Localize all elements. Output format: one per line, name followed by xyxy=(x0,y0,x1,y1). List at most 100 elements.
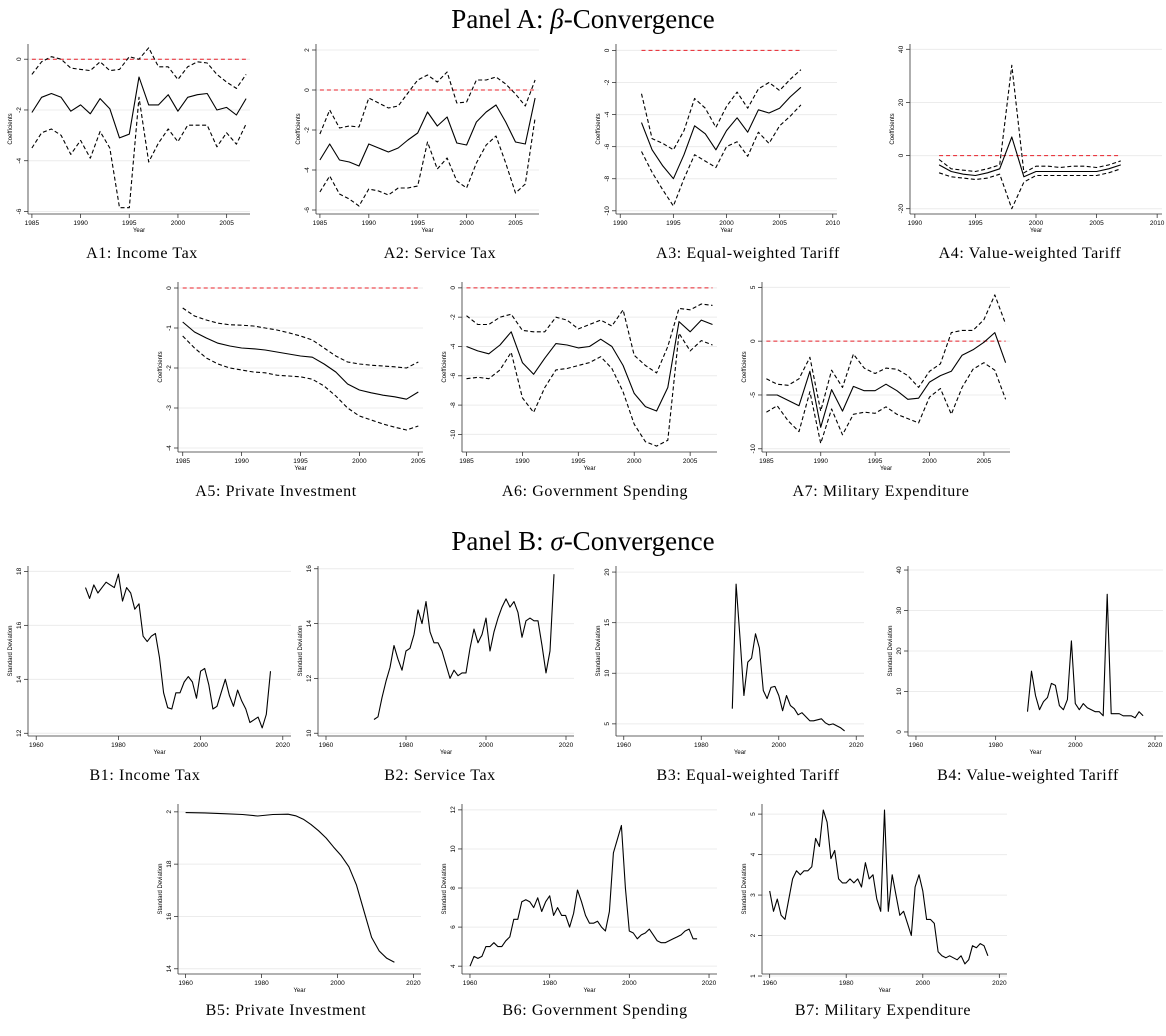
x-tick-label: 1980 xyxy=(254,980,269,987)
x-tick-label: 2000 xyxy=(352,458,367,465)
y-tick-label: -10 xyxy=(604,206,611,216)
estimate-line xyxy=(31,76,247,139)
y-axis-title: Coefficients xyxy=(158,351,164,382)
estimate-line xyxy=(373,574,555,720)
chart-caption: B4: Value-weighted Tariff xyxy=(937,767,1119,784)
confidence-bound-line xyxy=(182,307,419,369)
estimate-line xyxy=(766,332,1007,428)
y-tick-label: 14 xyxy=(166,965,173,973)
y-tick-label: -3 xyxy=(166,405,173,411)
x-tick-label: 1960 xyxy=(909,742,924,749)
y-tick-label: 10 xyxy=(450,845,457,853)
x-tick-label: 2005 xyxy=(1089,220,1104,227)
chart-svg: 4 6 8 10 12 1960 1980 2000 2020 Year Standard Devi… xyxy=(442,804,717,994)
x-tick-label: 2010 xyxy=(1150,220,1165,227)
x-tick-label: 1995 xyxy=(968,220,983,227)
y-tick-label: -2 xyxy=(304,127,311,133)
x-tick-label: 1990 xyxy=(362,220,377,227)
y-tick-label: -4 xyxy=(450,343,457,349)
y-tick-label: -6 xyxy=(304,207,311,213)
chart-caption: A2: Service Tax xyxy=(383,245,497,262)
x-axis-title: Year xyxy=(583,988,595,994)
y-tick-label: -8 xyxy=(450,402,457,408)
chart-b1: 12 14 16 18 1960 1980 2000 2020 Year Standard Dev… xyxy=(6,560,299,760)
x-tick-label: 1980 xyxy=(399,742,414,749)
y-axis-title: Coefficients xyxy=(296,113,302,144)
confidence-bound-line xyxy=(938,64,1121,174)
y-tick-label: 14 xyxy=(16,675,23,683)
y-tick-label: 0 xyxy=(750,339,757,343)
x-tick-label: 1980 xyxy=(988,742,1003,749)
x-axis-title: Year xyxy=(293,988,305,994)
x-axis-title: Year xyxy=(583,466,595,472)
y-tick-label: 4 xyxy=(750,852,757,856)
x-tick-label: 1990 xyxy=(908,220,923,227)
y-tick-label: 12 xyxy=(306,674,313,682)
y-axis-title: Standard Deviation xyxy=(8,625,14,676)
y-tick-label: 20 xyxy=(604,568,611,576)
estimate-line xyxy=(1026,593,1144,719)
x-tick-label: 2000 xyxy=(330,980,345,987)
y-tick-label: 5 xyxy=(750,812,757,816)
chart-svg: -20 0 20 40 1990 1995 2000 2005 2010 Year Coeffici… xyxy=(890,44,1165,234)
x-axis-title: Year xyxy=(880,466,892,472)
x-tick-label: 2000 xyxy=(1068,742,1083,749)
chart-caption: A3: Equal-weighted Tariff xyxy=(656,245,840,262)
y-tick-label: -6 xyxy=(604,143,611,149)
y-tick-label: -4 xyxy=(16,157,23,163)
x-tick-label: 2005 xyxy=(508,220,523,227)
y-tick-label: 15 xyxy=(604,619,611,627)
confidence-bound-line xyxy=(466,332,713,447)
y-axis-title: Coefficients xyxy=(8,113,14,144)
chart-svg: 5 10 15 20 1960 1980 2000 2020 Year Standard Devi… xyxy=(596,566,864,756)
chart-svg: 0 10 20 30 40 1960 1980 2000 2020 Year Standard De… xyxy=(888,566,1163,756)
y-tick-label: 0 xyxy=(896,730,903,734)
y-tick-label: 12 xyxy=(16,729,23,737)
x-tick-label: 1995 xyxy=(571,458,586,465)
chart-caption: A1: Income Tax xyxy=(86,245,198,262)
x-tick-label: 1960 xyxy=(319,742,334,749)
y-axis-title: Standard Deviation xyxy=(158,863,164,914)
y-tick-label: 0 xyxy=(898,153,905,157)
y-tick-label: 4 xyxy=(450,964,457,968)
y-axis-title: Standard Deviation xyxy=(742,863,748,914)
estimate-line xyxy=(466,319,713,412)
x-tick-label: 1960 xyxy=(463,980,478,987)
panel-b-symbol: σ xyxy=(550,526,564,556)
x-tick-label: 1985 xyxy=(759,458,774,465)
chart-caption: B3: Equal-weighted Tariff xyxy=(656,767,840,784)
chart-b5: 14 16 18 2 1960 1980 2000 2020 Year Standard Devi… xyxy=(156,798,429,998)
chart-svg: -10 -8 -6 -4 -2 0 1990 1995 2000 2005 2010 Year Coef… xyxy=(596,44,840,234)
chart-a7: -10 -5 0 5 1985 1990 1995 2000 2005 Year Coefficie… xyxy=(740,276,1018,476)
y-tick-label: 0 xyxy=(166,286,173,290)
y-tick-label: -2 xyxy=(16,107,23,113)
y-tick-label: 1 xyxy=(750,974,757,978)
x-tick-label: 2020 xyxy=(559,742,574,749)
x-axis-title: Year xyxy=(153,750,165,756)
x-tick-label: 1995 xyxy=(410,220,425,227)
x-tick-label: 1985 xyxy=(459,458,474,465)
x-tick-label: 1980 xyxy=(542,980,557,987)
y-tick-label: -20 xyxy=(898,204,905,214)
x-tick-label: 1960 xyxy=(178,980,193,987)
y-axis-title: Coefficients xyxy=(442,351,448,382)
y-tick-label: 0 xyxy=(604,48,611,52)
y-tick-label: 14 xyxy=(306,620,313,628)
y-axis-title: Coefficients xyxy=(742,351,748,382)
chart-caption: A5: Private Investment xyxy=(195,483,357,500)
x-tick-label: 2000 xyxy=(719,220,734,227)
chart-svg: -6 -4 -2 0 2 1985 1990 1995 2000 2005 Year Coeffici… xyxy=(296,44,539,234)
x-tick-label: 1960 xyxy=(617,742,632,749)
y-tick-label: -6 xyxy=(450,373,457,379)
y-tick-label: 10 xyxy=(604,669,611,677)
x-tick-label: 2005 xyxy=(683,458,698,465)
x-tick-label: 1980 xyxy=(694,742,709,749)
y-tick-label: -4 xyxy=(166,445,173,451)
x-axis-title: Year xyxy=(734,750,746,756)
chart-a4: -20 0 20 40 1990 1995 2000 2005 2010 Year Coeffici… xyxy=(888,38,1166,238)
confidence-bound-line xyxy=(31,47,247,89)
x-tick-label: 2020 xyxy=(1148,742,1163,749)
confidence-bound-line xyxy=(31,96,247,209)
y-tick-label: -10 xyxy=(750,444,757,454)
x-tick-label: 2000 xyxy=(922,458,937,465)
